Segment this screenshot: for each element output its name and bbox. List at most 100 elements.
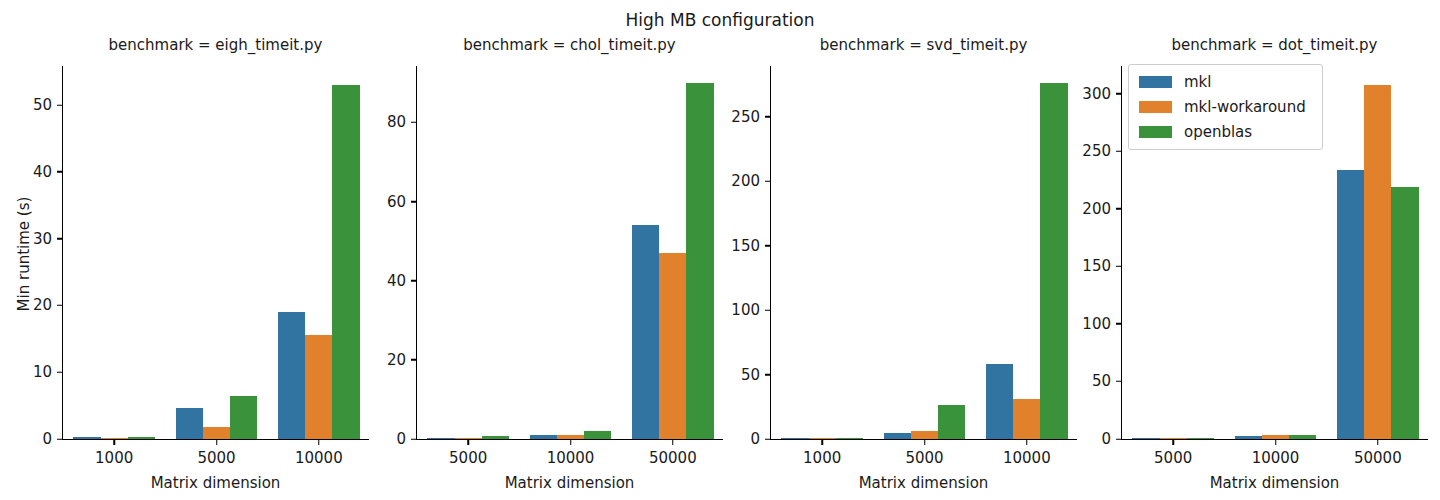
bar-openblas-50000	[1391, 187, 1418, 439]
legend-label-mkl-workaround: mkl-workaround	[1184, 98, 1306, 116]
legend-swatch-mkl	[1139, 76, 1172, 88]
bar-mkl-workaround-1000	[101, 438, 128, 439]
x-tick-mark	[113, 439, 115, 445]
bar-mkl-1000	[73, 437, 100, 439]
legend-item-mkl: mkl	[1139, 73, 1306, 91]
bar-mkl-50000	[632, 225, 659, 439]
bar-mkl-workaround-10000	[557, 435, 584, 439]
plot-area-eigh: 010203040501000500010000	[62, 66, 369, 440]
bar-openblas-50000	[686, 83, 713, 439]
bar-mkl-workaround-5000	[203, 427, 230, 439]
y-tick-label: 20	[33, 298, 52, 313]
y-tick-label: 0	[1101, 432, 1111, 447]
y-tick-label: 50	[1092, 374, 1111, 389]
y-tick-mark	[765, 309, 771, 311]
facet-panel-eigh: benchmark = eigh_timeit.py 0102030405010…	[62, 66, 369, 440]
x-tick-mark	[1275, 439, 1277, 445]
y-tick-mark	[1116, 151, 1122, 153]
x-tick-label: 10000	[295, 449, 343, 467]
bar-openblas-10000	[1040, 83, 1067, 439]
x-tick-mark	[1172, 439, 1174, 445]
y-tick-label: 100	[1082, 316, 1111, 331]
bar-mkl-workaround-10000	[305, 335, 332, 439]
y-tick-label: 50	[33, 98, 52, 113]
y-tick-label: 40	[387, 273, 406, 288]
facet-panel-chol: benchmark = chol_timeit.py 0204060805000…	[416, 66, 723, 440]
bar-mkl-workaround-5000	[911, 431, 938, 439]
y-tick-mark	[411, 122, 417, 124]
x-tick-label: 10000	[1003, 449, 1051, 467]
bar-openblas-5000	[1187, 438, 1214, 439]
plot-area-svd: 0501001502002501000500010000	[770, 66, 1077, 440]
x-tick-mark	[216, 439, 218, 445]
y-tick-label: 10	[33, 365, 52, 380]
y-tick-label: 200	[731, 174, 760, 189]
legend-label-mkl: mkl	[1184, 73, 1211, 91]
y-tick-label: 100	[731, 303, 760, 318]
y-tick-mark	[1116, 208, 1122, 210]
bar-mkl-10000	[278, 312, 305, 439]
y-tick-label: 20	[387, 352, 406, 367]
x-axis-label: Matrix dimension	[770, 474, 1077, 492]
y-tick-label: 0	[750, 432, 760, 447]
bar-openblas-5000	[230, 396, 257, 439]
x-tick-mark	[821, 439, 823, 445]
bar-mkl-workaround-1000	[809, 438, 836, 439]
facet-title-svd: benchmark = svd_timeit.py	[770, 36, 1077, 54]
y-tick-label: 200	[1082, 201, 1111, 216]
x-tick-label: 10000	[547, 449, 595, 467]
x-tick-mark	[1026, 439, 1028, 445]
y-tick-mark	[765, 180, 771, 182]
legend-label-openblas: openblas	[1184, 123, 1252, 141]
y-tick-mark	[411, 280, 417, 282]
bar-mkl-5000	[176, 408, 203, 439]
x-tick-label: 1000	[95, 449, 133, 467]
figure-title: High MB configuration	[0, 10, 1440, 30]
bar-openblas-10000	[584, 431, 611, 439]
facet-panel-svd: benchmark = svd_timeit.py 05010015020025…	[770, 66, 1077, 440]
bar-openblas-10000	[1289, 435, 1316, 439]
y-tick-label: 150	[1082, 259, 1111, 274]
y-tick-mark	[765, 245, 771, 247]
bar-mkl-1000	[781, 438, 808, 439]
x-axis-label: Matrix dimension	[416, 474, 723, 492]
x-tick-label: 10000	[1252, 449, 1300, 467]
bar-mkl-50000	[1337, 170, 1364, 439]
bar-mkl-workaround-10000	[1262, 435, 1289, 439]
facet-title-chol: benchmark = chol_timeit.py	[416, 36, 723, 54]
y-tick-label: 40	[33, 164, 52, 179]
x-axis-label: Matrix dimension	[62, 474, 369, 492]
y-tick-label: 250	[731, 109, 760, 124]
y-axis-label: Min runtime (s)	[15, 194, 33, 314]
bar-mkl-workaround-5000	[455, 438, 482, 439]
bar-mkl-5000	[884, 433, 911, 439]
bar-mkl-5000	[1132, 438, 1159, 439]
facet-title-dot: benchmark = dot_timeit.py	[1121, 36, 1428, 54]
y-tick-mark	[57, 171, 63, 173]
facet-title-eigh: benchmark = eigh_timeit.py	[62, 36, 369, 54]
legend: mkl mkl-workaround openblas	[1128, 64, 1323, 150]
y-tick-label: 250	[1082, 144, 1111, 159]
y-tick-mark	[57, 104, 63, 106]
y-tick-mark	[765, 374, 771, 376]
bar-mkl-workaround-50000	[1364, 85, 1391, 439]
bar-mkl-5000	[427, 438, 454, 439]
bar-openblas-1000	[836, 438, 863, 439]
x-tick-label: 1000	[803, 449, 841, 467]
bar-mkl-workaround-5000	[1160, 438, 1187, 439]
legend-item-mkl-workaround: mkl-workaround	[1139, 98, 1306, 116]
y-tick-label: 0	[396, 432, 406, 447]
y-tick-mark	[1116, 266, 1122, 268]
x-tick-label: 5000	[197, 449, 235, 467]
x-tick-mark	[570, 439, 572, 445]
y-tick-mark	[57, 238, 63, 240]
x-tick-mark	[924, 439, 926, 445]
figure: High MB configuration Min runtime (s) be…	[0, 0, 1440, 500]
y-tick-mark	[411, 201, 417, 203]
y-tick-label: 60	[387, 194, 406, 209]
x-axis-label: Matrix dimension	[1121, 474, 1428, 492]
x-tick-mark	[467, 439, 469, 445]
y-tick-mark	[1116, 93, 1122, 95]
y-tick-label: 50	[741, 367, 760, 382]
y-tick-label: 150	[731, 238, 760, 253]
